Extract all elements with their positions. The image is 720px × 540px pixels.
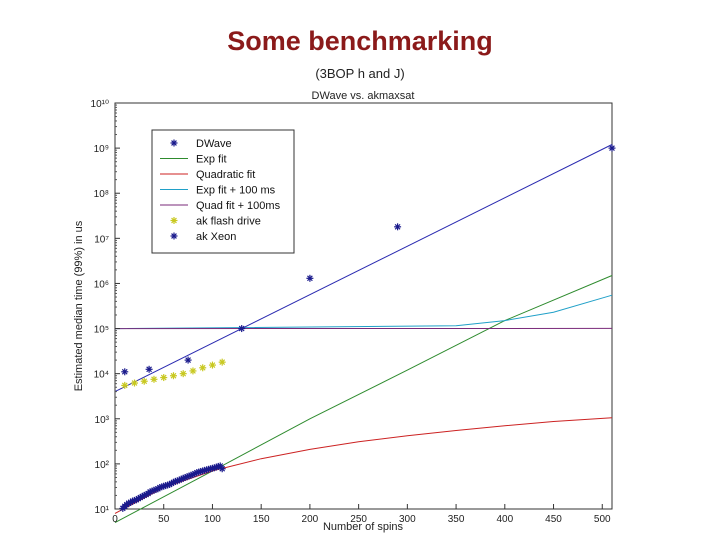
series-5-marker [140,377,148,385]
y-tick-label: 10⁷ [94,234,109,245]
x-tick-label: 50 [158,514,170,525]
y-tick-label: 10⁴ [94,370,109,381]
x-tick-label: 200 [302,514,319,525]
legend-swatch [170,217,178,224]
series-5-marker [179,370,187,378]
series-5-marker [150,375,158,383]
series-6-marker [394,223,402,231]
y-tick-label: 10³ [95,415,110,426]
legend-swatch [170,139,178,147]
x-tick-label: 150 [253,514,270,525]
series-3-line [114,294,613,330]
series-5-marker [160,374,168,382]
series-7-line [114,144,613,393]
series-2-line [114,417,613,514]
legend-label: DWave [196,138,232,150]
legend-label: ak flash drive [196,216,261,228]
series-5-marker [121,381,129,389]
y-tick-label: 10⁵ [94,325,109,336]
series-6-marker [608,144,616,152]
x-tick-label: 250 [350,514,367,525]
slide-title: Some benchmarking [227,26,493,56]
series-5-marker [208,361,216,369]
legend-item: Quad fit + 100ms [160,200,281,212]
y-tick-label: 10⁶ [94,279,109,290]
legend-label: Quad fit + 100ms [196,200,281,212]
legend-box [151,129,295,254]
x-tick-label: 350 [448,514,465,525]
legend-label: Exp fit + 100 ms [196,185,276,197]
series-6-marker [306,274,314,282]
series-0-marker [218,465,226,473]
x-tick-label: 450 [545,514,562,525]
series-1-line [114,275,613,524]
legend: DWave Exp fit Quadratic fit Exp fit + 100 m… [151,129,295,254]
series-6-marker [238,325,246,333]
series-6-marker [184,356,192,364]
series-5-marker [199,364,207,372]
series-layer [114,144,613,524]
legend-swatch [170,232,178,240]
legend-item: DWave [170,138,232,150]
y-axis-label: Estimated median time (99%) in us [73,220,85,391]
legend-label: Exp fit [196,154,227,166]
x-tick-label: 0 [112,514,118,525]
y-tick-label: 10¹⁰ [91,99,109,110]
legend-item: ak flash drive [170,216,261,228]
x-tick-label: 500 [594,514,611,525]
x-tick-label: 400 [496,514,513,525]
series-6-marker [145,365,153,373]
legend-item: Exp fit [160,154,227,166]
legend-item: Exp fit + 100 ms [160,185,276,197]
y-tick-label: 10⁹ [94,144,109,155]
series-5-marker [189,367,197,375]
x-tick-label: 100 [204,514,221,525]
y-tick-label: 10⁸ [94,189,109,200]
axis-layer: 0 50 100 150 200 250 300 350 400 450 500 10¹ 10² 10³ 1… [91,99,612,525]
marker-layer [119,144,616,512]
y-tick-label: 10¹ [95,505,110,516]
series-5-marker [218,358,226,366]
legend-item: ak Xeon [170,231,236,243]
series-5-marker [169,372,177,380]
legend-item: Quadratic fit [160,169,255,181]
series-5-marker [130,379,138,387]
chart-title: DWave vs. akmaxsat [312,90,415,102]
x-axis-label: Number of spins [323,521,404,533]
slide-subtitle: (3BOP h and J) [315,66,405,81]
x-tick-label: 300 [399,514,416,525]
legend-label: ak Xeon [196,231,236,243]
series-6-marker [121,368,129,376]
y-tick-label: 10² [95,460,110,471]
legend-label: Quadratic fit [196,169,255,181]
